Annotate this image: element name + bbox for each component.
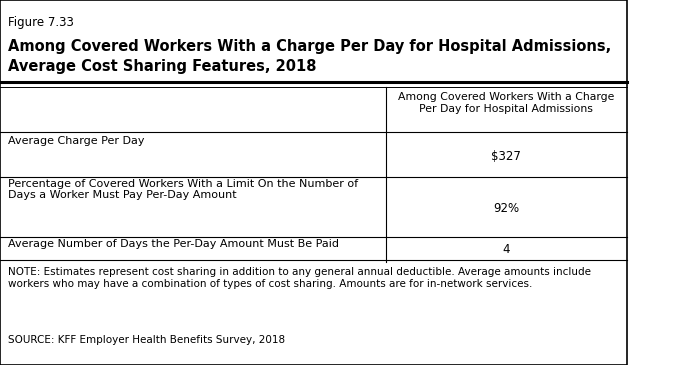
Text: Figure 7.33: Figure 7.33	[8, 16, 74, 29]
Text: Average Cost Sharing Features, 2018: Average Cost Sharing Features, 2018	[8, 59, 316, 74]
Text: 4: 4	[503, 243, 510, 256]
Text: $327: $327	[491, 150, 521, 163]
Text: Average Number of Days the Per-Day Amount Must Be Paid: Average Number of Days the Per-Day Amoun…	[8, 239, 339, 249]
Text: Average Charge Per Day: Average Charge Per Day	[8, 136, 145, 146]
Text: 92%: 92%	[493, 201, 519, 215]
FancyBboxPatch shape	[0, 0, 627, 365]
Text: NOTE: Estimates represent cost sharing in addition to any general annual deducti: NOTE: Estimates represent cost sharing i…	[8, 267, 591, 289]
Text: SOURCE: KFF Employer Health Benefits Survey, 2018: SOURCE: KFF Employer Health Benefits Sur…	[8, 335, 285, 345]
Text: Percentage of Covered Workers With a Limit On the Number of
Days a Worker Must P: Percentage of Covered Workers With a Lim…	[8, 179, 358, 200]
Text: Among Covered Workers With a Charge
Per Day for Hospital Admissions: Among Covered Workers With a Charge Per …	[398, 92, 615, 114]
Text: Among Covered Workers With a Charge Per Day for Hospital Admissions,: Among Covered Workers With a Charge Per …	[8, 39, 611, 54]
